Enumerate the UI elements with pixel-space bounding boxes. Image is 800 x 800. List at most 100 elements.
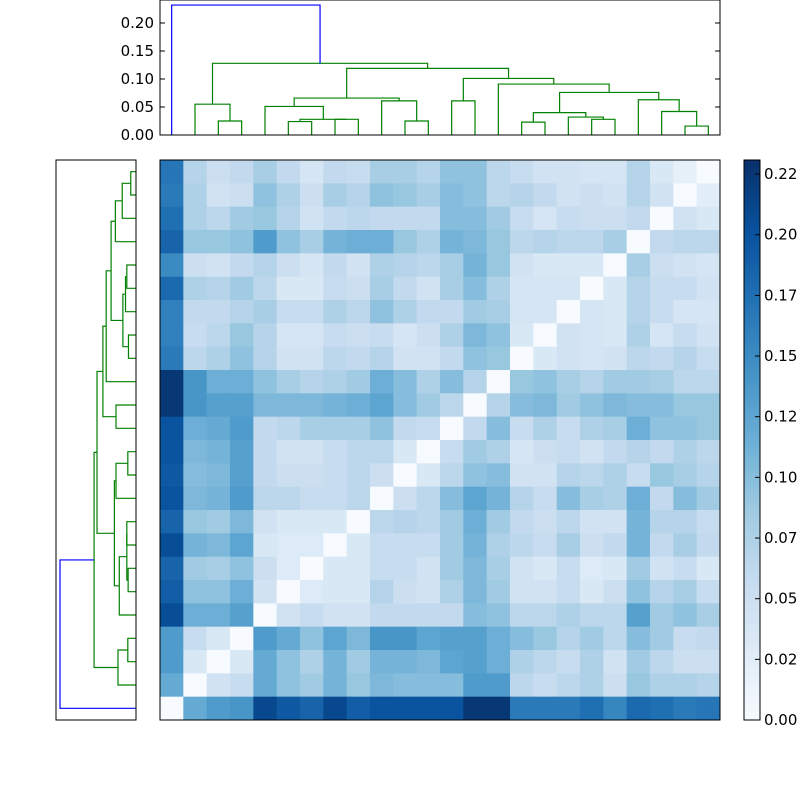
heatmap-cell — [650, 673, 674, 698]
heatmap-cell — [486, 533, 511, 558]
heatmap-cell — [346, 300, 371, 324]
heatmap-cell — [323, 696, 348, 721]
heatmap-cell — [533, 370, 558, 394]
heatmap-cell — [556, 603, 581, 628]
heatmap-cell — [463, 696, 488, 721]
heatmap-cell — [300, 696, 324, 721]
heatmap-cell — [533, 206, 558, 231]
heatmap-cell — [230, 440, 254, 464]
heatmap-cell — [673, 696, 698, 721]
heatmap-cell — [696, 160, 721, 184]
heatmap-cell — [673, 463, 698, 488]
heatmap-cell — [160, 160, 184, 184]
heatmap-cell — [183, 206, 208, 231]
heatmap-cell — [346, 230, 371, 254]
heatmap-cell — [160, 486, 184, 511]
heatmap-cell — [696, 206, 721, 231]
heatmap-cell — [463, 300, 488, 324]
heatmap-cell — [393, 160, 418, 184]
heatmap-cell — [416, 486, 441, 511]
heatmap-cell — [533, 253, 558, 278]
heatmap-cell — [416, 696, 441, 721]
heatmap-cell — [580, 556, 604, 581]
heatmap-cell — [183, 626, 208, 651]
heatmap-cell — [416, 323, 441, 348]
heatmap-cell — [206, 556, 231, 581]
heatmap-cell — [673, 346, 698, 371]
heatmap-cell — [510, 253, 534, 278]
heatmap-cell — [393, 603, 418, 628]
heatmap-cell — [556, 510, 581, 534]
heatmap-cell — [206, 323, 231, 348]
heatmap-cell — [626, 253, 651, 278]
heatmap-cell — [370, 440, 394, 464]
heatmap-cell — [650, 370, 674, 394]
heatmap-cell — [510, 510, 534, 534]
heatmap-cell — [603, 346, 628, 371]
heatmap-cell — [183, 323, 208, 348]
heatmap-cell — [510, 183, 534, 208]
heatmap-cell — [533, 603, 558, 628]
heatmap-cell — [556, 253, 581, 278]
heatmap-cell — [486, 253, 511, 278]
heatmap-cell — [580, 183, 604, 208]
heatmap-cell — [603, 580, 628, 604]
heatmap-cell — [440, 370, 464, 394]
heatmap-cell — [416, 440, 441, 464]
heatmap-cell — [323, 533, 348, 558]
heatmap-cell — [626, 183, 651, 208]
heatmap-cell — [253, 346, 278, 371]
heatmap-cell — [276, 230, 301, 254]
heatmap-cell — [206, 300, 231, 324]
heatmap-cell — [230, 650, 254, 674]
heatmap-cell — [183, 603, 208, 628]
heatmap-cell — [160, 253, 184, 278]
heatmap-cell — [650, 346, 674, 371]
heatmap-cell — [533, 650, 558, 674]
heatmap-cell — [323, 626, 348, 651]
heatmap-cell — [160, 603, 184, 628]
heatmap-cell — [626, 626, 651, 651]
heatmap-cell — [556, 486, 581, 511]
left-dendrogram-frame — [55, 159, 137, 721]
heatmap-cell — [673, 556, 698, 581]
heatmap-cell — [300, 393, 324, 418]
heatmap-cell — [440, 416, 464, 441]
heatmap-cell — [253, 510, 278, 534]
heatmap-cell — [673, 300, 698, 324]
heatmap-cell — [463, 370, 488, 394]
heatmap-cell — [463, 463, 488, 488]
heatmap-cell — [673, 440, 698, 464]
heatmap-cell — [253, 696, 278, 721]
heatmap-cell — [533, 230, 558, 254]
heatmap-cell — [603, 650, 628, 674]
heatmap-cell — [300, 416, 324, 441]
heatmap-cell — [230, 696, 254, 721]
heatmap-cell — [160, 650, 184, 674]
heatmap-cell — [323, 276, 348, 301]
heatmap-cell — [486, 276, 511, 301]
heatmap-cell — [370, 580, 394, 604]
heatmap-cell — [206, 346, 231, 371]
heatmap-cell — [486, 160, 511, 184]
heatmap-cell — [580, 650, 604, 674]
heatmap-cell — [580, 276, 604, 301]
heatmap-cell — [416, 556, 441, 581]
heatmap-cell — [416, 510, 441, 534]
heatmap-cell — [230, 603, 254, 628]
heatmap-cell — [673, 603, 698, 628]
heatmap-cell — [626, 696, 651, 721]
heatmap-cell — [276, 206, 301, 231]
heatmap-cell — [580, 696, 604, 721]
heatmap-cell — [486, 486, 511, 511]
heatmap-cell — [696, 510, 721, 534]
heatmap-cell — [393, 673, 418, 698]
heatmap-cell — [370, 160, 394, 184]
heatmap-cell — [556, 580, 581, 604]
heatmap-cell — [486, 580, 511, 604]
heatmap-cell — [650, 300, 674, 324]
heatmap-cell — [440, 230, 464, 254]
heatmap-cell — [580, 206, 604, 231]
heatmap-cell — [416, 393, 441, 418]
heatmap-cell — [673, 323, 698, 348]
